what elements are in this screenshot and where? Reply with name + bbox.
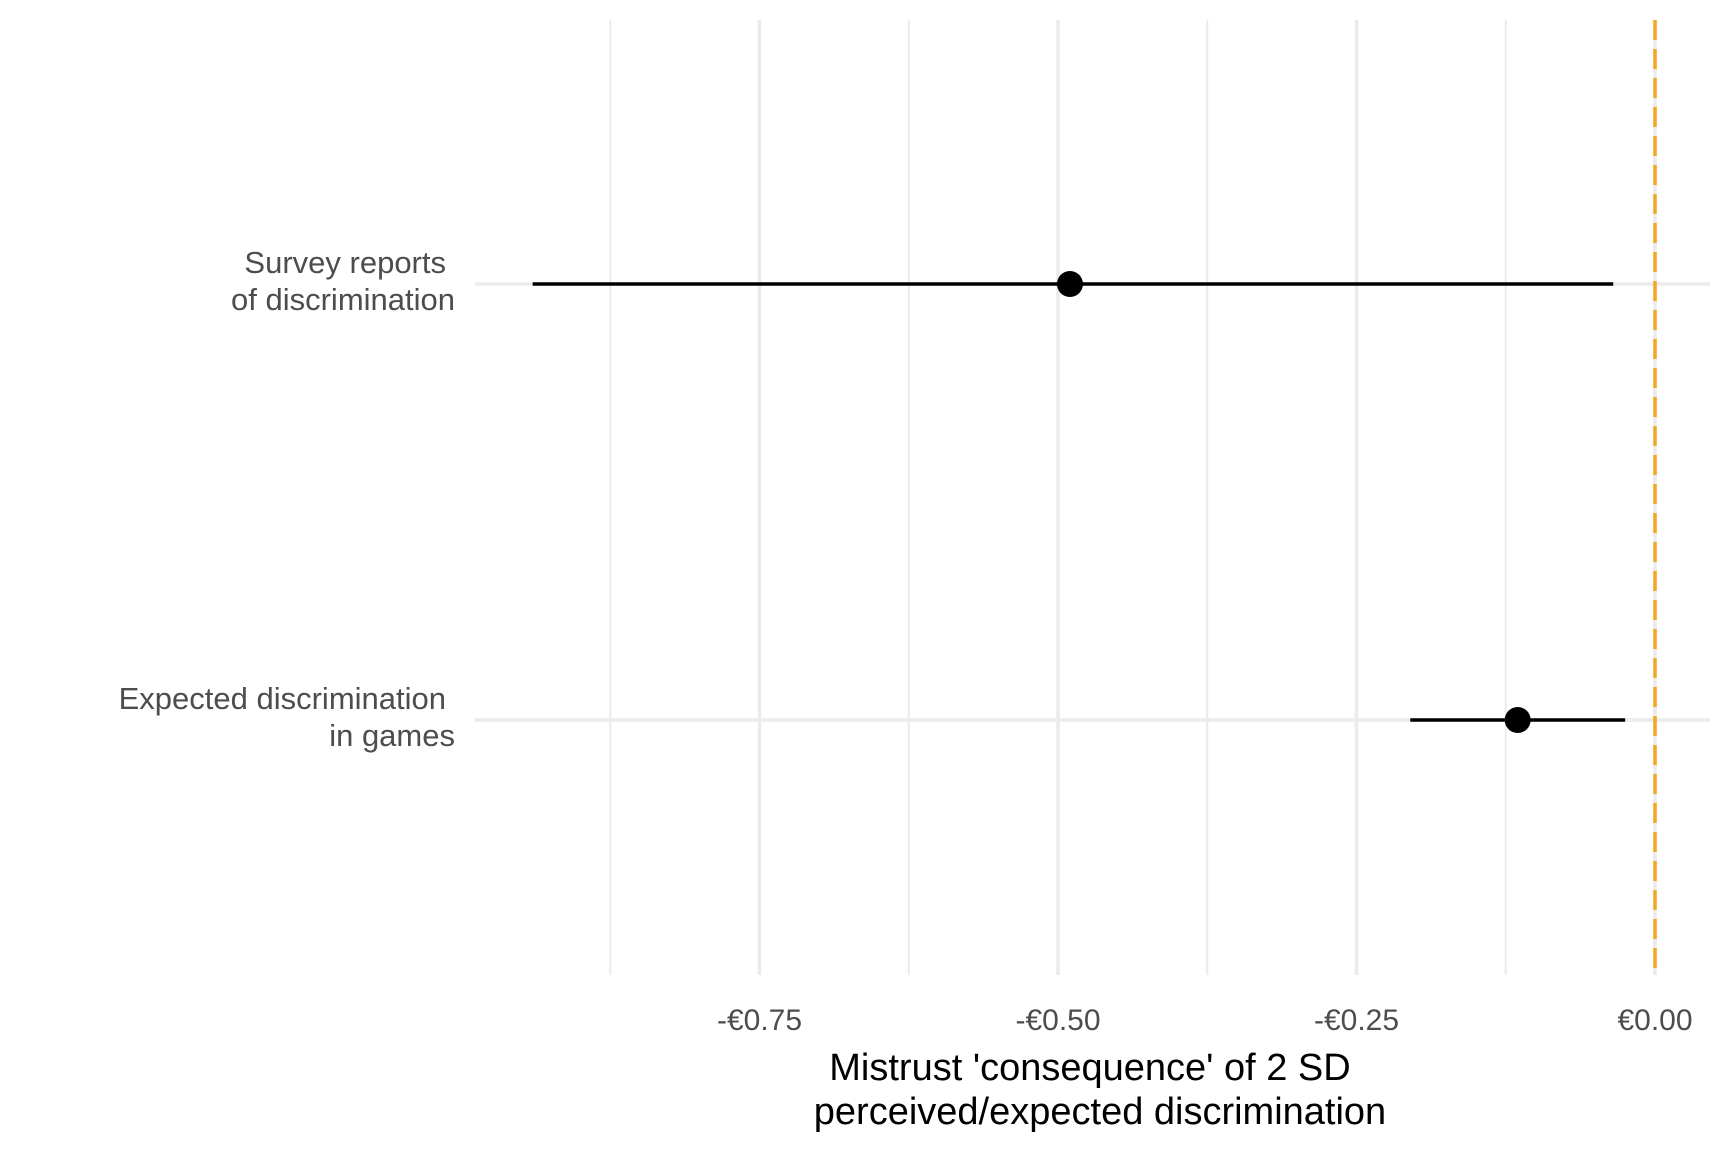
gridlines — [475, 20, 1710, 975]
x-axis-title-line-2: perceived/expected discrimination — [814, 1091, 1386, 1133]
x-tick-label: €0.00 — [1617, 1004, 1692, 1037]
category-label: of discrimination — [231, 282, 455, 317]
x-tick-label: -€0.50 — [1015, 1004, 1100, 1037]
point-estimate — [1504, 707, 1531, 733]
x-tick-label: -€0.25 — [1314, 1004, 1399, 1037]
estimates-layer — [532, 271, 1626, 733]
x-tick-labels: -€0.75 -€0.50 -€0.25 €0.00 — [717, 1004, 1693, 1037]
x-axis-title-line-1: Mistrust 'consequence' of 2 SD — [829, 1047, 1350, 1089]
category-label: Survey reports — [244, 245, 446, 280]
x-tick-label: -€0.75 — [717, 1004, 802, 1037]
category-label: Expected discrimination — [119, 681, 446, 716]
point-estimate — [1056, 271, 1083, 297]
category-label: in games — [329, 718, 455, 753]
